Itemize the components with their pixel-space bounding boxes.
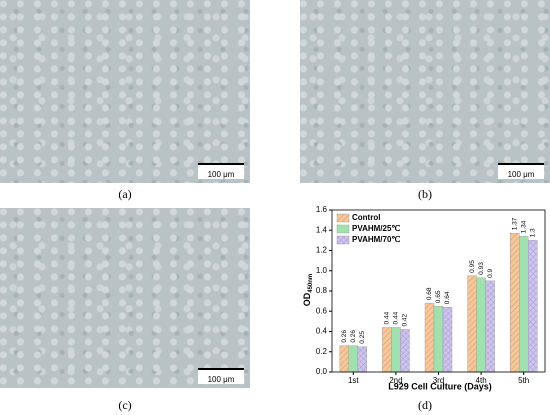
bar-hatch bbox=[443, 307, 452, 372]
legend-label: PVAHM/25℃ bbox=[352, 224, 400, 233]
panel-label: (a) bbox=[118, 187, 132, 201]
y-tick-label: 1.6 bbox=[316, 205, 328, 214]
x-tick-label: 5th bbox=[518, 376, 529, 385]
bar-hatch bbox=[357, 346, 367, 372]
value-label: 0.26 bbox=[341, 330, 348, 343]
micrograph: 100 μm bbox=[300, 0, 550, 183]
legend-hatch bbox=[337, 236, 349, 244]
bar-hatch bbox=[382, 327, 392, 372]
micrograph: 100 μm bbox=[0, 208, 250, 388]
value-label: 0.44 bbox=[384, 311, 391, 324]
y-tick-label: 0.6 bbox=[316, 306, 328, 315]
value-label: 0.9 bbox=[487, 268, 494, 277]
value-label: 0.93 bbox=[478, 262, 485, 275]
legend-hatch bbox=[337, 214, 349, 222]
bar-hatch bbox=[425, 303, 434, 372]
bar-hatch bbox=[339, 345, 349, 372]
scale-bar: 100 μm bbox=[198, 368, 244, 384]
bar-hatch bbox=[510, 233, 520, 372]
bar-hatch bbox=[434, 306, 443, 372]
x-tick-label: 1st bbox=[348, 376, 359, 385]
y-axis-title: OD450nm bbox=[302, 274, 313, 307]
value-label: 1.3 bbox=[529, 228, 536, 237]
scale-bar: 100 μm bbox=[198, 163, 244, 179]
scale-bar: 100 μm bbox=[498, 163, 544, 179]
value-label: 0.44 bbox=[393, 311, 400, 324]
x-tick-label: 2nd bbox=[389, 376, 402, 385]
x-axis-title: L929 Cell Culture (Days) bbox=[388, 381, 492, 391]
legend-label: Control bbox=[352, 213, 380, 222]
panel-label: (c) bbox=[118, 398, 132, 412]
legend-label: PVAHM/70℃ bbox=[352, 235, 400, 244]
bar-hatch bbox=[485, 280, 495, 372]
y-tick-label: 1.0 bbox=[316, 266, 328, 275]
y-title-sub: 450nm bbox=[308, 274, 314, 293]
bar-hatch bbox=[391, 327, 401, 372]
value-label: 0.25 bbox=[359, 331, 366, 344]
y-tick-label: 0.2 bbox=[316, 347, 328, 356]
value-label: 0.42 bbox=[402, 313, 409, 326]
bar-hatch bbox=[467, 275, 477, 372]
value-label: 0.64 bbox=[444, 291, 451, 304]
y-tick-label: 1.2 bbox=[316, 246, 328, 255]
y-title-main: OD bbox=[302, 292, 312, 306]
y-tick-label: 1.4 bbox=[316, 225, 328, 234]
micrograph: 100 μm bbox=[0, 0, 250, 183]
y-tick-label: 0.8 bbox=[316, 286, 328, 295]
value-label: 0.26 bbox=[350, 330, 357, 343]
value-label: 1.34 bbox=[520, 220, 527, 233]
bar-hatch bbox=[400, 329, 410, 372]
y-tick-label: 0.4 bbox=[316, 327, 328, 336]
value-label: 1.37 bbox=[511, 217, 518, 230]
y-tick-label: 0.0 bbox=[316, 367, 328, 376]
panel-label: (d) bbox=[418, 398, 432, 412]
bar-hatch bbox=[519, 236, 529, 372]
value-label: 0.95 bbox=[469, 260, 476, 273]
bar-hatch bbox=[528, 240, 538, 372]
legend-hatch bbox=[337, 225, 349, 233]
bar-hatch bbox=[476, 277, 486, 372]
bar-hatch bbox=[348, 345, 358, 372]
chart: OD450nm L929 Cell Culture (Days) 0.0 0.2 0… bbox=[302, 205, 546, 391]
value-label: 0.68 bbox=[426, 287, 433, 300]
value-label: 0.65 bbox=[435, 290, 442, 303]
x-tick-label: 3rd bbox=[433, 376, 445, 385]
panel-label: (b) bbox=[418, 187, 432, 201]
x-tick-label: 4th bbox=[476, 376, 487, 385]
